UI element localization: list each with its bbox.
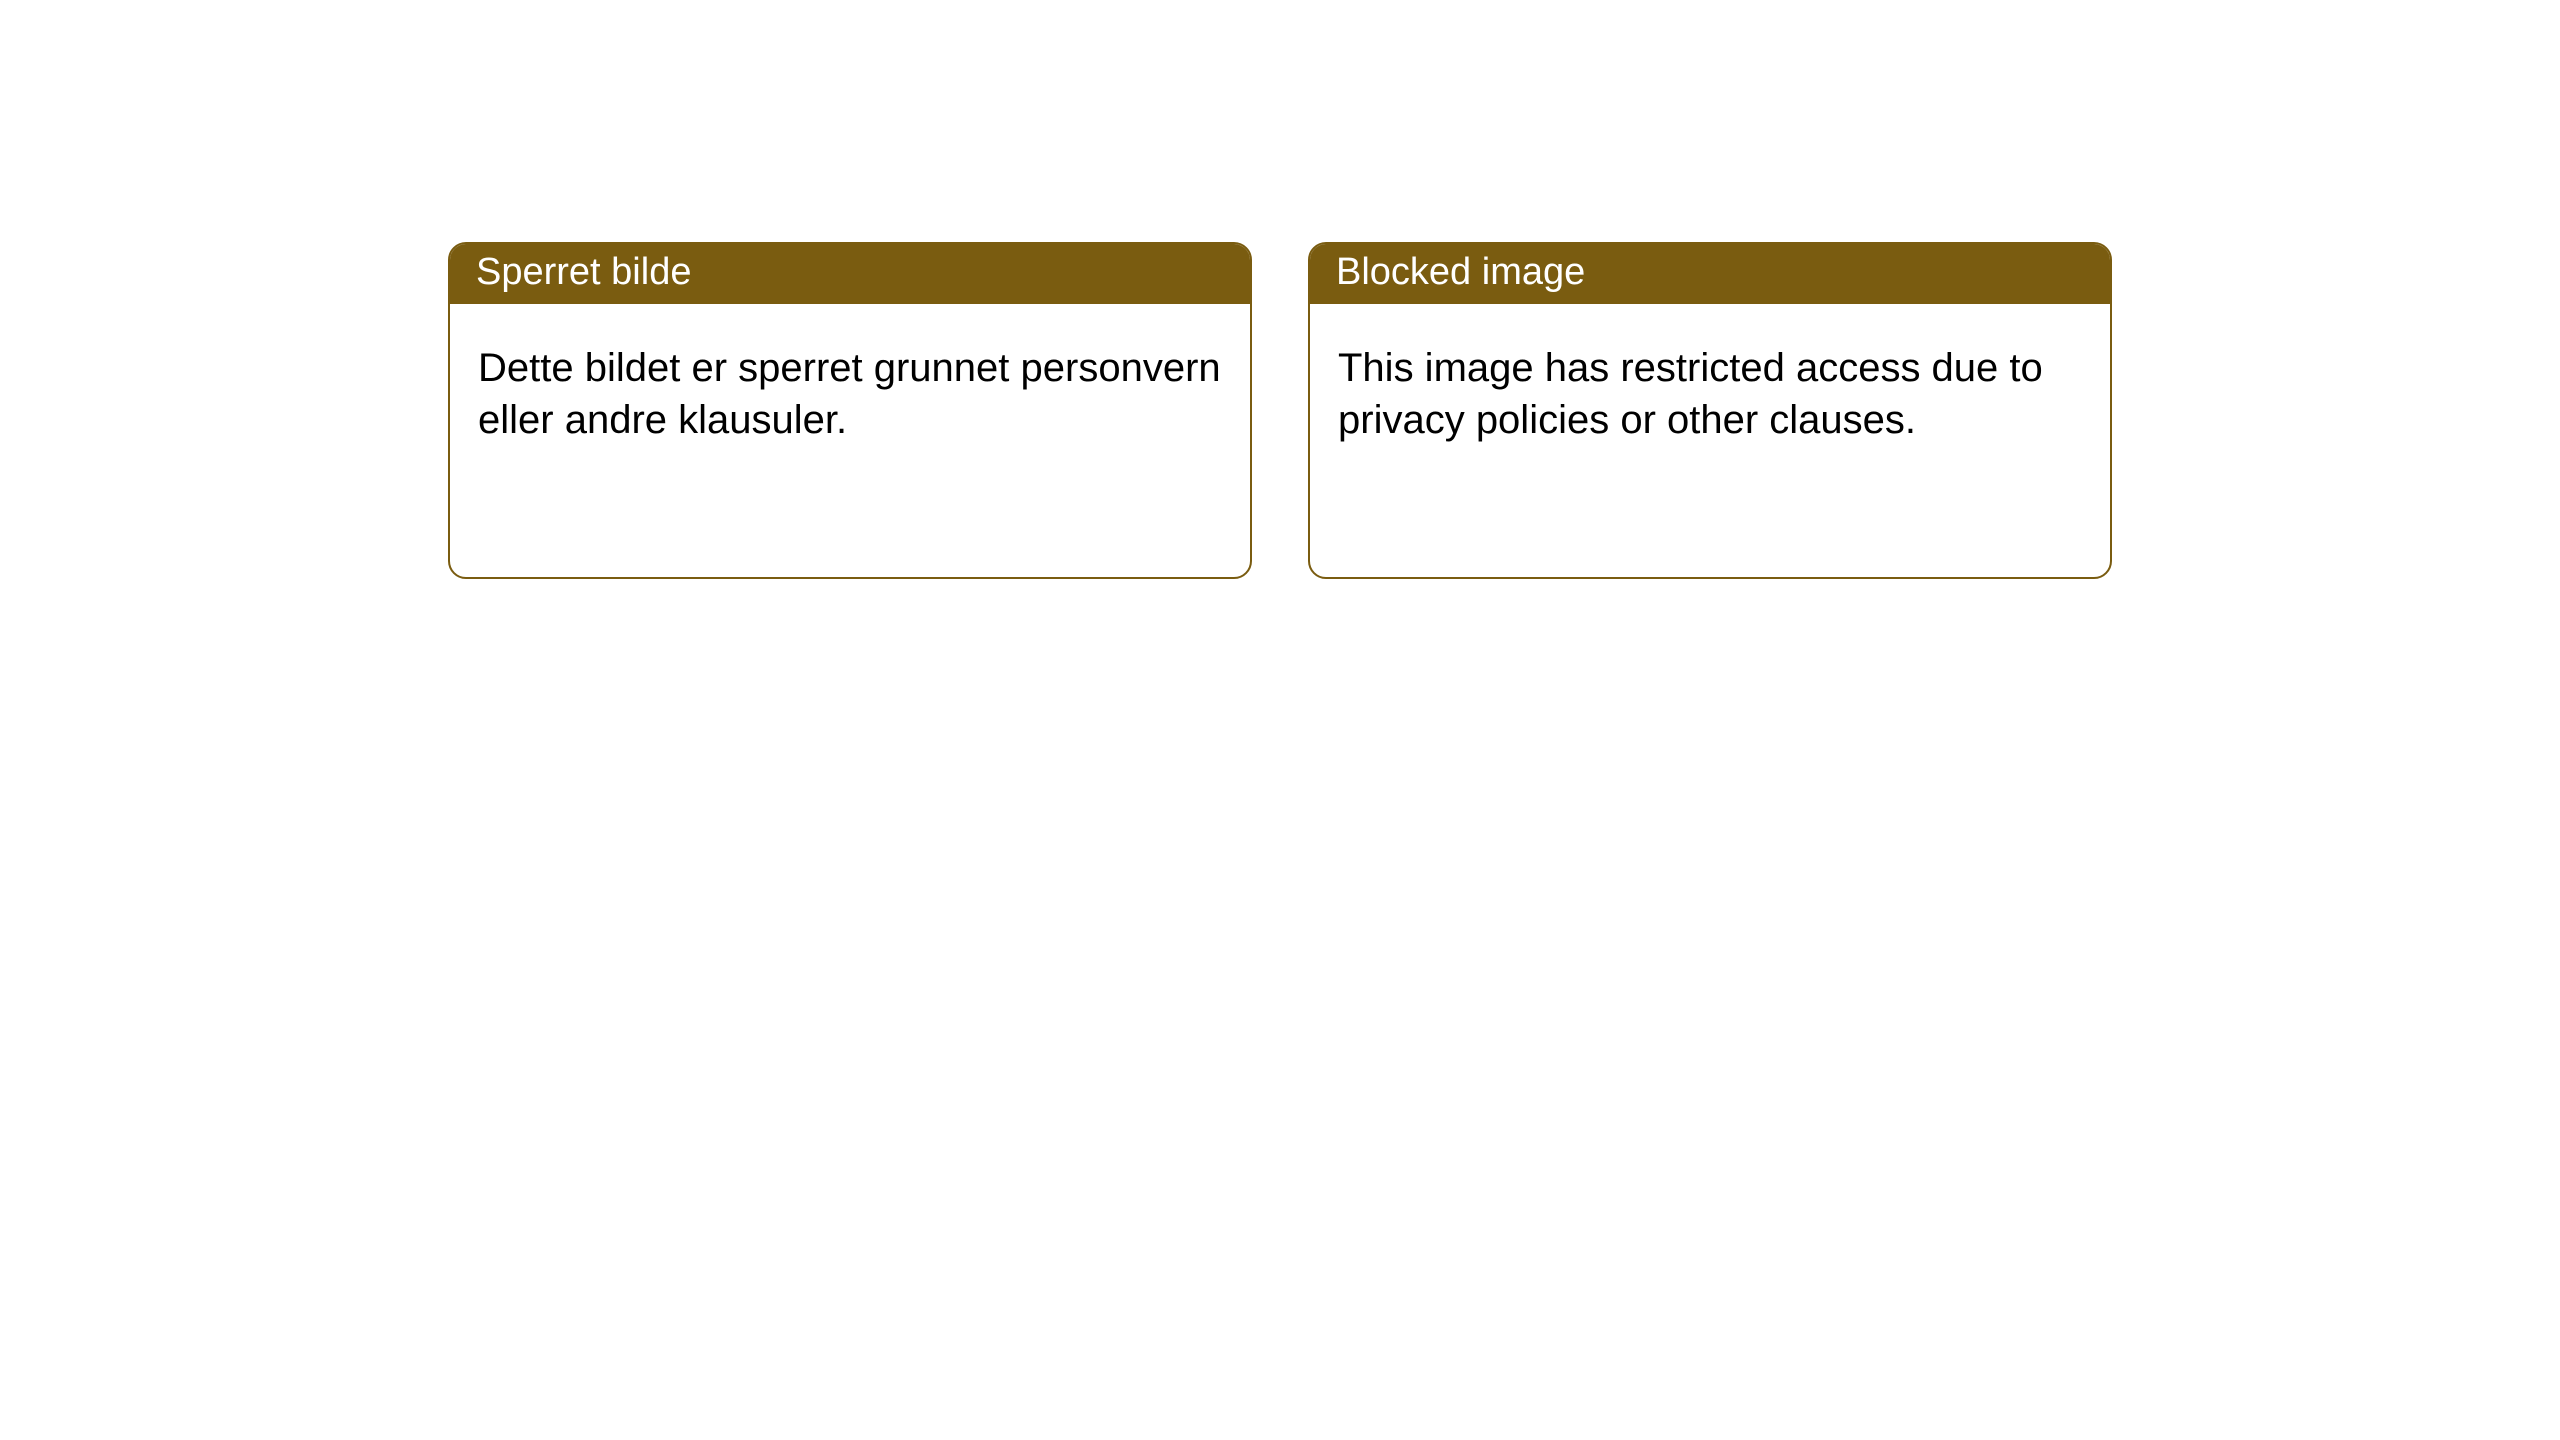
notice-body-text: This image has restricted access due to … [1338, 346, 2043, 442]
notice-header: Sperret bilde [450, 244, 1250, 304]
notice-header-text: Sperret bilde [476, 251, 691, 294]
notice-body: This image has restricted access due to … [1310, 304, 2110, 484]
notice-body-text: Dette bildet er sperret grunnet personve… [478, 346, 1221, 442]
notice-container: Sperret bilde Dette bildet er sperret gr… [0, 0, 2560, 579]
notice-header-text: Blocked image [1336, 251, 1585, 294]
notice-card-english: Blocked image This image has restricted … [1308, 242, 2112, 579]
notice-body: Dette bildet er sperret grunnet personve… [450, 304, 1250, 484]
notice-header: Blocked image [1310, 244, 2110, 304]
notice-card-norwegian: Sperret bilde Dette bildet er sperret gr… [448, 242, 1252, 579]
